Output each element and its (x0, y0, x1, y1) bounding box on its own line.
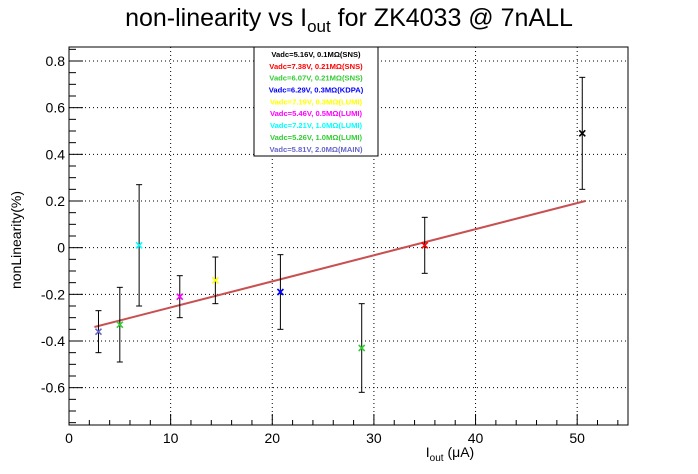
x-tick-label: 30 (366, 430, 382, 446)
legend-entry: Vadc=5.26V, 1.0MΩ(LUMI) (270, 133, 363, 142)
legend-entry: Vadc=7.21V, 1.0MΩ(LUMI) (270, 121, 363, 130)
legend-entry: Vadc=6.29V, 0.3MΩ(KDPA) (269, 86, 364, 95)
chart-title: non-linearity vs Iout for ZK4033 @ 7nALL (125, 4, 573, 36)
marker (116, 321, 124, 329)
y-tick-label: -0.4 (41, 333, 65, 349)
y-tick-label: -0.2 (41, 286, 65, 302)
legend-box (253, 46, 379, 157)
data-point (578, 76, 586, 190)
marker (578, 129, 586, 137)
legend-entry: Vadc=5.46V, 0.5MΩ(LUMI) (270, 109, 363, 118)
x-axis-label: Iout (μA) (425, 444, 475, 464)
y-tick-label: 0.2 (46, 193, 66, 209)
y-tick-label: 0.4 (46, 146, 66, 162)
y-axis-label: nonLinearity(%) (8, 190, 24, 290)
data-point (358, 303, 366, 393)
x-tick-label: 40 (468, 430, 484, 446)
fit-line (94, 200, 586, 328)
data-point (211, 256, 219, 305)
legend-entry: Vadc=7.19V, 0.3MΩ(LUMI) (270, 97, 363, 106)
marker (358, 344, 366, 352)
legend-entry: Vadc=5.16V, 0.1MΩ(SNS) (271, 50, 361, 59)
x-tick-label: 50 (569, 430, 585, 446)
data-point (176, 275, 184, 319)
data-point (135, 184, 143, 307)
y-tick-label: 0 (57, 240, 65, 256)
marker (211, 276, 219, 284)
marker (421, 241, 429, 249)
data-point (94, 310, 103, 354)
marker (94, 328, 103, 336)
legend-entry: Vadc=7.38V, 0.21MΩ(SNS) (269, 62, 363, 71)
legend-entry: Vadc=6.07V, 0.21MΩ(SNS) (269, 74, 363, 83)
x-tick-label: 20 (264, 430, 280, 446)
marker (176, 293, 184, 301)
legend-entry: Vadc=5.81V, 2.0MΩ(MAIN) (270, 145, 363, 154)
y-tick-label: -0.6 (41, 380, 65, 396)
y-tick-label: 0.6 (46, 100, 66, 116)
x-tick-label: 10 (163, 430, 179, 446)
marker (135, 241, 143, 249)
data-point (116, 286, 124, 363)
data-point (276, 254, 284, 330)
data-point (421, 216, 429, 274)
y-tick-label: 0.8 (46, 53, 66, 69)
marker (276, 288, 284, 296)
x-tick-label: 0 (65, 430, 73, 446)
